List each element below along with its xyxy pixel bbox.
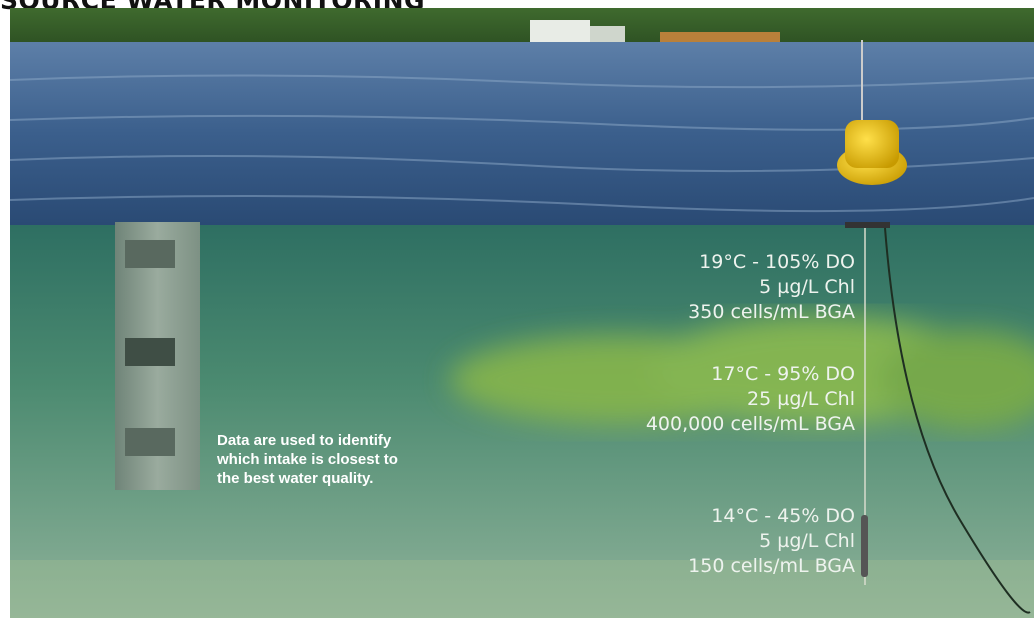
reading-line: 19°C - 105% DO bbox=[699, 251, 855, 273]
caption-line: Data are used to identify bbox=[217, 432, 392, 449]
readings: 19°C - 105% DO 5 µg/L Chl 350 cells/mL BGA… bbox=[646, 251, 855, 577]
caption-line: which intake is closest to bbox=[216, 451, 398, 468]
background bbox=[9, 8, 1034, 618]
reading-line: 350 cells/mL BGA bbox=[688, 301, 855, 323]
reading-line: 25 µg/L Chl bbox=[747, 388, 855, 410]
reading-line: 17°C - 95% DO bbox=[711, 363, 855, 385]
reading-line: 150 cells/mL BGA bbox=[688, 555, 855, 577]
reading-line: 400,000 cells/mL BGA bbox=[646, 413, 855, 435]
reading-line: 5 µg/L Chl bbox=[759, 276, 855, 298]
caption: Data are used to identify which intake is… bbox=[216, 432, 398, 487]
reading-line: 5 µg/L Chl bbox=[759, 530, 855, 552]
reading-line: 14°C - 45% DO bbox=[711, 505, 855, 527]
caption-line: the best water quality. bbox=[217, 470, 373, 487]
